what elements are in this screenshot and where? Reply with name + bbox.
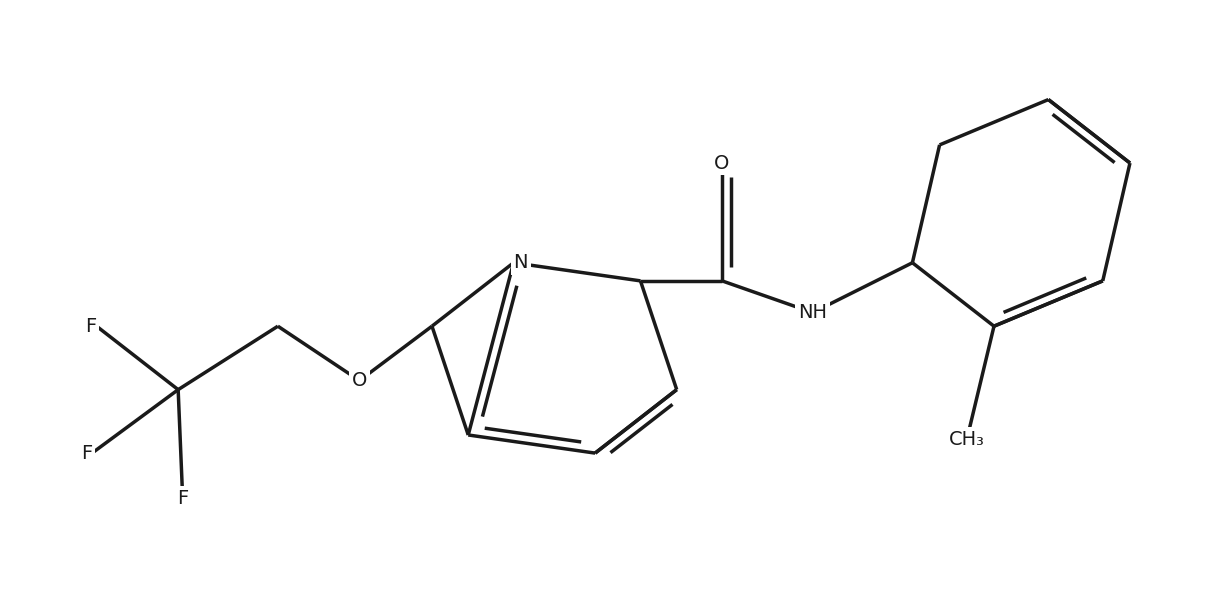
Text: O: O	[715, 154, 730, 173]
Text: CH₃: CH₃	[948, 430, 985, 449]
Text: O: O	[352, 371, 367, 390]
Text: F: F	[81, 444, 92, 463]
Text: F: F	[86, 317, 97, 335]
Text: NH: NH	[798, 303, 827, 322]
Text: F: F	[177, 489, 188, 508]
Text: N: N	[513, 253, 528, 272]
